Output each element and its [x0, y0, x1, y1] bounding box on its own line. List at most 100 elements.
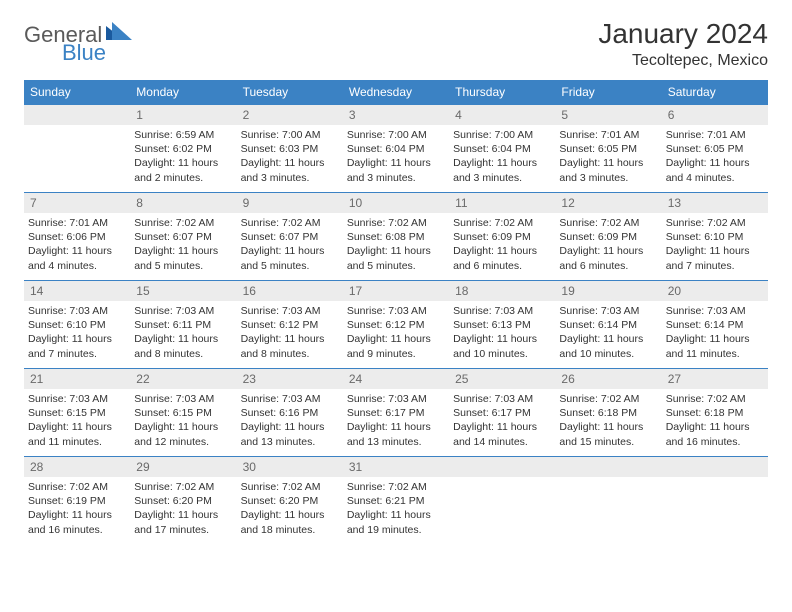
- sunrise-text: Sunrise: 7:02 AM: [347, 480, 445, 494]
- calendar-day-cell: 26Sunrise: 7:02 AMSunset: 6:18 PMDayligh…: [555, 369, 661, 457]
- calendar-day-cell: 3Sunrise: 7:00 AMSunset: 6:04 PMDaylight…: [343, 105, 449, 193]
- day-number-empty: [24, 105, 130, 125]
- day-number: 3: [343, 105, 449, 125]
- day-header-row: Sunday Monday Tuesday Wednesday Thursday…: [24, 80, 768, 105]
- day-number: 29: [130, 457, 236, 477]
- day-number: 13: [662, 193, 768, 213]
- sunrise-text: Sunrise: 6:59 AM: [134, 128, 232, 142]
- sunset-text: Sunset: 6:12 PM: [347, 318, 445, 332]
- day-content: Sunrise: 7:03 AMSunset: 6:17 PMDaylight:…: [343, 389, 449, 452]
- daylight-text: Daylight: 11 hours and 10 minutes.: [453, 332, 551, 360]
- daylight-text: Daylight: 11 hours and 4 minutes.: [28, 244, 126, 272]
- calendar-table: Sunday Monday Tuesday Wednesday Thursday…: [24, 80, 768, 545]
- calendar-day-cell: [555, 457, 661, 545]
- title-block: January 2024 Tecoltepec, Mexico: [598, 18, 768, 70]
- day-number: 12: [555, 193, 661, 213]
- daylight-text: Daylight: 11 hours and 11 minutes.: [28, 420, 126, 448]
- calendar-day-cell: 30Sunrise: 7:02 AMSunset: 6:20 PMDayligh…: [237, 457, 343, 545]
- sunrise-text: Sunrise: 7:03 AM: [559, 304, 657, 318]
- calendar-day-cell: 6Sunrise: 7:01 AMSunset: 6:05 PMDaylight…: [662, 105, 768, 193]
- sunrise-text: Sunrise: 7:03 AM: [347, 304, 445, 318]
- day-content: Sunrise: 7:02 AMSunset: 6:07 PMDaylight:…: [130, 213, 236, 276]
- day-content: Sunrise: 7:03 AMSunset: 6:10 PMDaylight:…: [24, 301, 130, 364]
- calendar-day-cell: 24Sunrise: 7:03 AMSunset: 6:17 PMDayligh…: [343, 369, 449, 457]
- day-number: 21: [24, 369, 130, 389]
- day-number: 31: [343, 457, 449, 477]
- calendar-day-cell: [24, 105, 130, 193]
- day-number: 22: [130, 369, 236, 389]
- sunset-text: Sunset: 6:14 PM: [559, 318, 657, 332]
- day-content: Sunrise: 7:02 AMSunset: 6:21 PMDaylight:…: [343, 477, 449, 540]
- sunset-text: Sunset: 6:15 PM: [28, 406, 126, 420]
- sunset-text: Sunset: 6:17 PM: [347, 406, 445, 420]
- day-content: Sunrise: 7:03 AMSunset: 6:14 PMDaylight:…: [662, 301, 768, 364]
- day-content: Sunrise: 7:03 AMSunset: 6:12 PMDaylight:…: [237, 301, 343, 364]
- day-content: Sunrise: 7:01 AMSunset: 6:05 PMDaylight:…: [662, 125, 768, 188]
- calendar-day-cell: 7Sunrise: 7:01 AMSunset: 6:06 PMDaylight…: [24, 193, 130, 281]
- day-number: 25: [449, 369, 555, 389]
- daylight-text: Daylight: 11 hours and 5 minutes.: [134, 244, 232, 272]
- calendar-day-cell: 4Sunrise: 7:00 AMSunset: 6:04 PMDaylight…: [449, 105, 555, 193]
- calendar-day-cell: 5Sunrise: 7:01 AMSunset: 6:05 PMDaylight…: [555, 105, 661, 193]
- daylight-text: Daylight: 11 hours and 3 minutes.: [241, 156, 339, 184]
- day-content: Sunrise: 7:02 AMSunset: 6:18 PMDaylight:…: [662, 389, 768, 452]
- day-content: Sunrise: 7:02 AMSunset: 6:08 PMDaylight:…: [343, 213, 449, 276]
- day-number: 15: [130, 281, 236, 301]
- day-header: Thursday: [449, 80, 555, 105]
- sunrise-text: Sunrise: 7:03 AM: [453, 392, 551, 406]
- calendar-day-cell: 12Sunrise: 7:02 AMSunset: 6:09 PMDayligh…: [555, 193, 661, 281]
- sunset-text: Sunset: 6:13 PM: [453, 318, 551, 332]
- day-content: Sunrise: 7:02 AMSunset: 6:20 PMDaylight:…: [237, 477, 343, 540]
- sunset-text: Sunset: 6:09 PM: [453, 230, 551, 244]
- day-number: 9: [237, 193, 343, 213]
- day-number: 4: [449, 105, 555, 125]
- calendar-day-cell: 23Sunrise: 7:03 AMSunset: 6:16 PMDayligh…: [237, 369, 343, 457]
- day-number-empty: [555, 457, 661, 477]
- calendar-day-cell: 10Sunrise: 7:02 AMSunset: 6:08 PMDayligh…: [343, 193, 449, 281]
- calendar-day-cell: 2Sunrise: 7:00 AMSunset: 6:03 PMDaylight…: [237, 105, 343, 193]
- daylight-text: Daylight: 11 hours and 3 minutes.: [347, 156, 445, 184]
- daylight-text: Daylight: 11 hours and 6 minutes.: [453, 244, 551, 272]
- calendar-day-cell: 20Sunrise: 7:03 AMSunset: 6:14 PMDayligh…: [662, 281, 768, 369]
- daylight-text: Daylight: 11 hours and 4 minutes.: [666, 156, 764, 184]
- day-number: 19: [555, 281, 661, 301]
- location: Tecoltepec, Mexico: [598, 52, 768, 70]
- day-content: Sunrise: 7:02 AMSunset: 6:19 PMDaylight:…: [24, 477, 130, 540]
- day-number: 26: [555, 369, 661, 389]
- daylight-text: Daylight: 11 hours and 5 minutes.: [347, 244, 445, 272]
- sunrise-text: Sunrise: 7:03 AM: [28, 392, 126, 406]
- day-number: 24: [343, 369, 449, 389]
- daylight-text: Daylight: 11 hours and 3 minutes.: [559, 156, 657, 184]
- sunset-text: Sunset: 6:15 PM: [134, 406, 232, 420]
- sunrise-text: Sunrise: 7:03 AM: [453, 304, 551, 318]
- daylight-text: Daylight: 11 hours and 16 minutes.: [28, 508, 126, 536]
- day-header: Friday: [555, 80, 661, 105]
- day-number: 1: [130, 105, 236, 125]
- day-number: 10: [343, 193, 449, 213]
- day-number: 27: [662, 369, 768, 389]
- day-content: Sunrise: 7:01 AMSunset: 6:05 PMDaylight:…: [555, 125, 661, 188]
- sunset-text: Sunset: 6:21 PM: [347, 494, 445, 508]
- calendar-day-cell: 8Sunrise: 7:02 AMSunset: 6:07 PMDaylight…: [130, 193, 236, 281]
- day-number: 23: [237, 369, 343, 389]
- calendar-day-cell: 29Sunrise: 7:02 AMSunset: 6:20 PMDayligh…: [130, 457, 236, 545]
- calendar-day-cell: 18Sunrise: 7:03 AMSunset: 6:13 PMDayligh…: [449, 281, 555, 369]
- day-content: Sunrise: 7:02 AMSunset: 6:10 PMDaylight:…: [662, 213, 768, 276]
- day-number: 8: [130, 193, 236, 213]
- day-number: 11: [449, 193, 555, 213]
- page-header: General January 2024 Tecoltepec, Mexico: [24, 18, 768, 70]
- sunrise-text: Sunrise: 7:00 AM: [453, 128, 551, 142]
- sunrise-text: Sunrise: 7:03 AM: [28, 304, 126, 318]
- daylight-text: Daylight: 11 hours and 9 minutes.: [347, 332, 445, 360]
- day-content: Sunrise: 7:02 AMSunset: 6:07 PMDaylight:…: [237, 213, 343, 276]
- sunrise-text: Sunrise: 7:01 AM: [666, 128, 764, 142]
- calendar-day-cell: 1Sunrise: 6:59 AMSunset: 6:02 PMDaylight…: [130, 105, 236, 193]
- daylight-text: Daylight: 11 hours and 17 minutes.: [134, 508, 232, 536]
- calendar-day-cell: 19Sunrise: 7:03 AMSunset: 6:14 PMDayligh…: [555, 281, 661, 369]
- sunset-text: Sunset: 6:17 PM: [453, 406, 551, 420]
- calendar-day-cell: 27Sunrise: 7:02 AMSunset: 6:18 PMDayligh…: [662, 369, 768, 457]
- sunrise-text: Sunrise: 7:02 AM: [666, 392, 764, 406]
- calendar-day-cell: 22Sunrise: 7:03 AMSunset: 6:15 PMDayligh…: [130, 369, 236, 457]
- sunset-text: Sunset: 6:05 PM: [559, 142, 657, 156]
- sunset-text: Sunset: 6:02 PM: [134, 142, 232, 156]
